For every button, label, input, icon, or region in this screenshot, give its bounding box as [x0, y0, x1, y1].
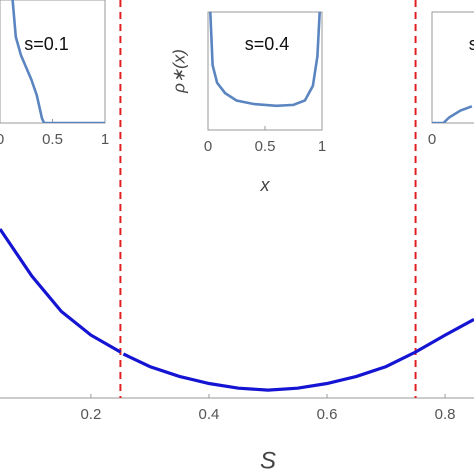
inset-background — [431, 11, 474, 124]
x-axis-label: x — [260, 175, 271, 195]
annotation: s=0.9 — [469, 34, 474, 54]
x-tick-label: 0 — [0, 131, 4, 148]
annotation: s=0.4 — [245, 34, 290, 54]
data-line — [0, 228, 474, 392]
x-tick-label: 0.2 — [80, 406, 101, 423]
x-tick-label: 0.4 — [199, 406, 220, 423]
x-tick-label: 0.5 — [42, 131, 63, 148]
x-tick-label: 0.5 — [255, 138, 276, 155]
x-tick-label: 1 — [101, 131, 109, 148]
x-tick-label: 1 — [318, 138, 326, 155]
inset-background — [0, 0, 106, 124]
data-line — [11, 0, 105, 123]
x-tick-label: 0 — [428, 131, 436, 148]
x-tick-label: 0 — [204, 138, 212, 155]
x-tick-label: 0.6 — [317, 406, 338, 423]
x-tick-label: 0.8 — [435, 406, 456, 423]
data-line — [432, 105, 473, 123]
x-axis-label: S — [260, 447, 276, 474]
inset-background — [207, 11, 323, 131]
y-axis-label: ρ∗(x) — [169, 49, 188, 94]
data-line — [209, 12, 321, 108]
annotation: s=0.1 — [24, 34, 69, 54]
